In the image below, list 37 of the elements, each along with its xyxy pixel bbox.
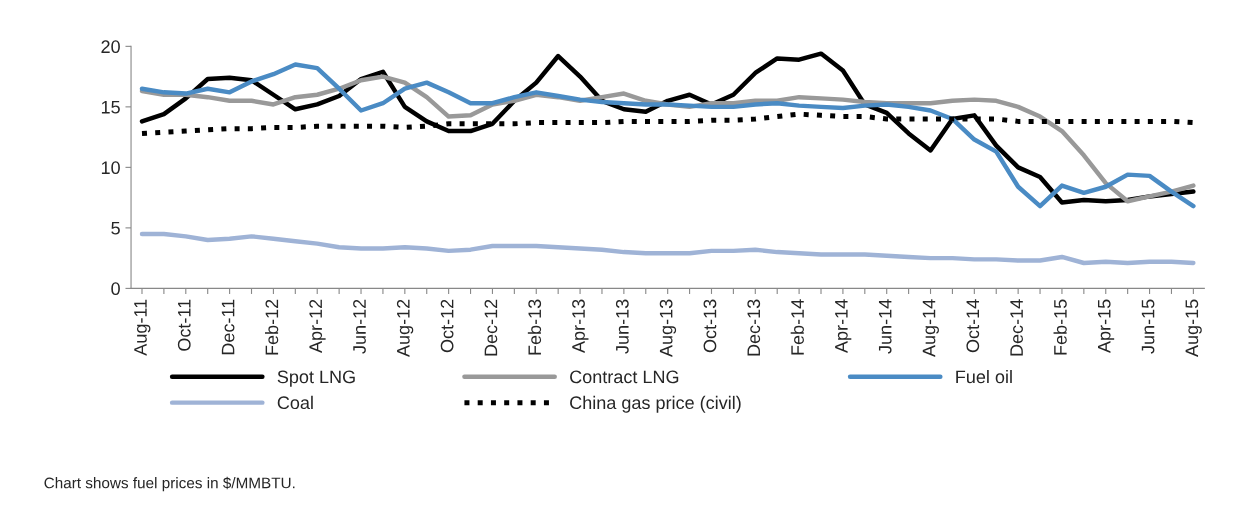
x-tick-label: Oct-11	[177, 299, 191, 351]
x-tick-label: Dec-12	[484, 299, 498, 356]
legend-label: Spot LNG	[277, 370, 355, 387]
x-tick-label: Aug-11	[134, 299, 151, 356]
x-tick-label: Dec-13	[747, 299, 761, 356]
x-tick-label: Aug-14	[922, 299, 939, 357]
x-tick-label: Apr-13	[572, 299, 589, 353]
x-tick-label: Feb-14	[790, 299, 804, 355]
legend-label: Fuel oil	[956, 370, 1012, 384]
legend-label: China gas price (civil)	[570, 395, 741, 413]
x-tick-label: Aug-13	[659, 299, 677, 357]
x-tick-label: Feb-15	[1053, 299, 1067, 355]
x-tick-label: Aug-12	[396, 299, 414, 357]
y-tick-label: 20	[101, 40, 120, 54]
y-tick-label: 15	[101, 100, 120, 114]
y-tick-label: 5	[111, 222, 120, 235]
x-tick-label: Apr-12	[309, 299, 326, 353]
x-tick-label: Oct-12	[440, 299, 454, 353]
legend-label: Coal	[277, 395, 313, 410]
legend-label: Contract LNG	[570, 370, 679, 384]
x-tick-label: Dec-14	[1010, 299, 1023, 356]
x-tick-label: Dec-11	[221, 299, 235, 355]
text: Chart shows fuel prices in $/MMBTU.	[44, 476, 295, 492]
x-tick-label: Feb-13	[527, 299, 542, 355]
x-tick-label: Jun-15	[1141, 299, 1155, 354]
x-tick-label: Apr-14	[835, 299, 852, 353]
line-series	[139, 231, 1196, 266]
x-tick-label: Aug-15	[1185, 299, 1202, 357]
x-tick-label: Jun-12	[353, 299, 366, 354]
y-tick-label: 0	[111, 282, 120, 296]
y-tick-label: 10	[101, 161, 120, 175]
x-tick-label: Oct-13	[703, 299, 717, 353]
x-tick-label: Apr-15	[1098, 299, 1115, 353]
x-tick-label: Jun-13	[615, 299, 629, 354]
x-tick-label: Jun-14	[878, 299, 892, 354]
x-tick-label: Feb-12	[265, 299, 279, 355]
x-tick-label: Oct-14	[966, 299, 980, 353]
